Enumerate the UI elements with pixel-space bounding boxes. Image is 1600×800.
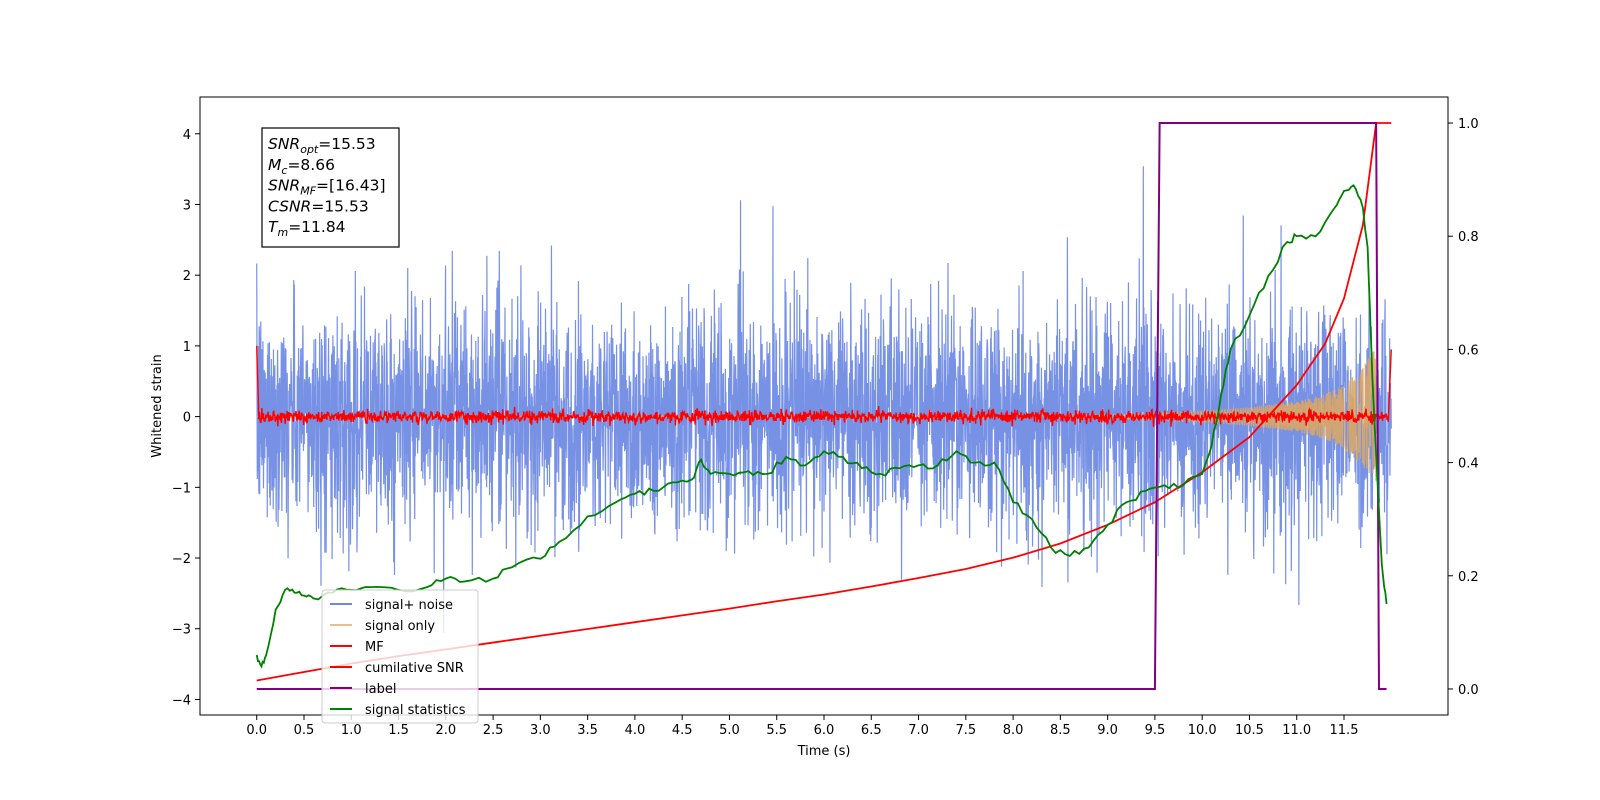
x-tick-label: 8.0 <box>1003 723 1024 738</box>
stat-subscript: c <box>281 164 287 177</box>
series-mf <box>256 345 1392 427</box>
stat-symbol: SNR <box>268 177 300 195</box>
x-tick-label: 11.5 <box>1330 723 1359 738</box>
stat-symbol: M <box>268 156 281 174</box>
stat-value: =11.84 <box>288 218 345 236</box>
x-tick-label: 8.5 <box>1050 723 1071 738</box>
y2-tick-label: 1.0 <box>1458 117 1479 132</box>
x-tick-label: 4.5 <box>672 723 693 738</box>
x-tick-label: 5.0 <box>719 723 740 738</box>
stat-value: =15.53 <box>311 197 368 215</box>
legend-label-label: label <box>365 682 396 697</box>
x-tick-label: 10.0 <box>1188 723 1217 738</box>
stat-subscript: MF <box>300 185 316 198</box>
series-label <box>256 122 1387 690</box>
x-tick-label: 2.5 <box>483 723 504 738</box>
stat-symbol: T <box>268 218 279 236</box>
legend-label-cumulative-snr: cumilative SNR <box>365 661 464 676</box>
x-tick-label: 11.0 <box>1282 723 1311 738</box>
legend-label-signal-only: signal only <box>365 619 435 634</box>
stat-value: =15.53 <box>318 135 375 153</box>
x-tick-label: 6.0 <box>814 723 835 738</box>
x-axis-label: Time (s) <box>797 744 851 759</box>
x-tick-label: 3.5 <box>577 723 598 738</box>
stats-line: CSNR=15.53 <box>268 197 369 215</box>
x-tick-label: 9.0 <box>1097 723 1118 738</box>
stat-symbol: SNR <box>268 135 300 153</box>
y2-tick-label: 0.4 <box>1458 457 1479 472</box>
x-tick-label: 5.5 <box>766 723 787 738</box>
legend: signal+ noise signal only MF cumilative SNR… <box>321 589 479 724</box>
stats-line: Mc=8.66 <box>268 156 335 177</box>
y-tick-label: 0 <box>183 411 191 426</box>
x-tick-label: 0.0 <box>246 723 267 738</box>
legend-frame <box>321 589 479 724</box>
stat-subscript: m <box>277 226 288 239</box>
stat-symbol: CSNR <box>268 197 311 215</box>
x-tick-label: 7.5 <box>955 723 976 738</box>
stats-line: Tm=11.84 <box>268 218 346 239</box>
series-signal-noise <box>256 166 1392 634</box>
y-tick-label: −4 <box>172 693 191 708</box>
y-tick-label: 3 <box>183 198 191 213</box>
legend-label-signal-statistics: signal statistics <box>365 703 466 718</box>
x-tick-label: 0.5 <box>294 723 315 738</box>
y-tick-label: 2 <box>183 269 191 284</box>
legend-label-signal-noise: signal+ noise <box>365 598 453 613</box>
x-tick-label: 1.0 <box>341 723 362 738</box>
stat-subscript: opt <box>300 143 319 156</box>
y-tick-label: −3 <box>172 623 191 638</box>
x-tick-label: 3.0 <box>530 723 551 738</box>
stats-box: SNRopt=15.53Mc=8.66SNRMF=[16.43]CSNR=15.… <box>261 127 400 248</box>
stat-value: =[16.43] <box>316 177 385 195</box>
stats-line: SNRopt=15.53 <box>268 135 376 156</box>
x-tick-label: 6.5 <box>861 723 882 738</box>
stat-value: =8.66 <box>287 156 335 174</box>
y-tick-label: 4 <box>183 128 191 143</box>
y-axis-label: Whitened strain <box>150 354 165 457</box>
x-tick-label: 1.5 <box>388 723 409 738</box>
stats-box-frame <box>261 127 400 248</box>
x-tick-label: 4.0 <box>625 723 646 738</box>
y2-tick-label: 0.6 <box>1458 343 1479 358</box>
y2-tick-label: 0.2 <box>1458 570 1479 585</box>
legend-label-mf: MF <box>365 640 384 655</box>
y2-tick-label: 0.0 <box>1458 683 1479 698</box>
x-tick-label: 10.5 <box>1235 723 1264 738</box>
x-tick-label: 2.0 <box>435 723 456 738</box>
y-tick-label: 1 <box>183 340 191 355</box>
x-tick-label: 7.0 <box>908 723 929 738</box>
y-tick-label: −2 <box>172 552 191 567</box>
y2-tick-label: 0.8 <box>1458 230 1479 245</box>
x-tick-label: 9.5 <box>1145 723 1166 738</box>
stats-line: SNRMF=[16.43] <box>268 177 386 198</box>
axes: 0.0 0.5 1.0 1.5 2.0 2.5 3.0 3.5 4.0 4.5 5.0 5.5 6.0 6… <box>172 96 1479 738</box>
y-tick-label: −1 <box>172 481 191 496</box>
